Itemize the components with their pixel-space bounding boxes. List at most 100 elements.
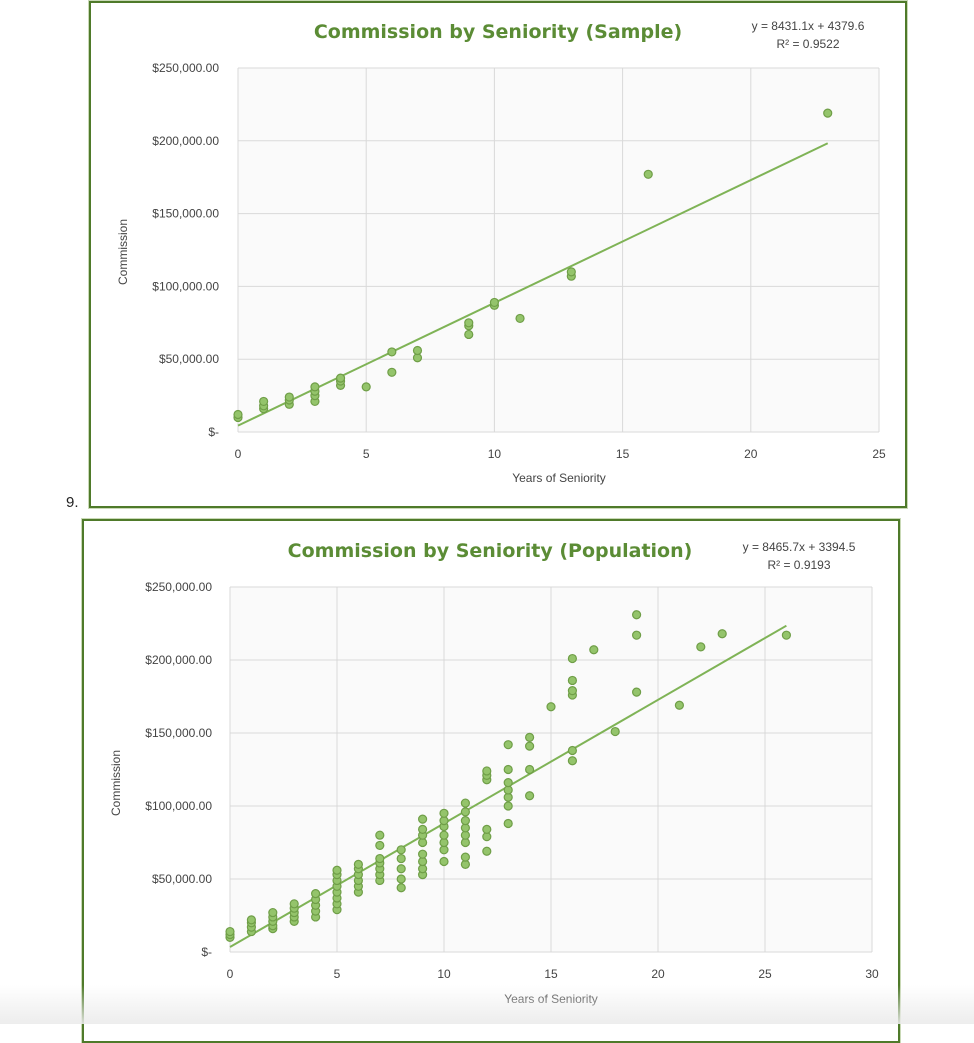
- data-point: [546, 702, 556, 712]
- x-tick-label: 20: [744, 447, 758, 461]
- data-point: [396, 874, 406, 884]
- data-point: [674, 700, 685, 710]
- data-point: [464, 318, 474, 328]
- x-tick-label: 20: [651, 967, 665, 981]
- data-point: [525, 764, 535, 775]
- x-tick-label: 5: [334, 967, 341, 981]
- y-tick-label: $100,000.00: [152, 279, 219, 293]
- y-tick-label: $200,000.00: [152, 134, 219, 148]
- data-point: [464, 329, 474, 340]
- data-point: [311, 889, 321, 899]
- x-axis-label: Years of Seniority: [512, 471, 606, 485]
- data-point: [696, 642, 706, 652]
- data-point: [335, 373, 346, 383]
- gridlines: [229, 586, 873, 953]
- y-axis-label: Commission: [109, 750, 123, 816]
- data-point: [610, 726, 620, 737]
- x-axis-label: Years of Seniority: [504, 992, 598, 1006]
- data-point: [246, 915, 256, 925]
- y-tick-label: $250,000.00: [145, 580, 212, 594]
- x-tick-label: 25: [872, 447, 886, 461]
- data-point: [353, 859, 363, 869]
- chart-title: Commission by Seniority (Population): [288, 540, 693, 562]
- x-tick-label: 0: [227, 967, 234, 981]
- data-point: [418, 824, 428, 834]
- data-point: [387, 367, 397, 377]
- data-point: [489, 297, 499, 308]
- data-point: [631, 630, 642, 640]
- data-point: [631, 687, 642, 697]
- y-tick-label: $50,000.00: [159, 352, 219, 366]
- y-tick-label: $150,000.00: [152, 207, 219, 221]
- data-points: [233, 108, 833, 423]
- data-point: [418, 849, 428, 859]
- data-point: [525, 791, 535, 801]
- data-point: [439, 808, 449, 818]
- chart-sample: $- $50,000.00 $100,000.00 $150,000.00 $200,0…: [89, 1, 907, 508]
- x-tick-label: 10: [488, 447, 502, 461]
- y-tick-label: $250,000.00: [152, 61, 219, 75]
- data-point: [823, 108, 833, 118]
- data-point: [361, 382, 371, 392]
- data-point: [396, 883, 406, 893]
- y-tick-labels: $- $50,000.00 $100,000.00 $150,000.00 $200,0…: [145, 580, 212, 959]
- data-point: [439, 856, 449, 867]
- x-tick-label: 0: [235, 447, 242, 461]
- x-tick-label: 5: [363, 447, 370, 461]
- y-tick-label: $100,000.00: [145, 799, 212, 813]
- trend-equation: y = 8465.7x + 3394.5: [743, 540, 856, 554]
- data-point: [567, 745, 577, 756]
- data-point: [268, 907, 278, 918]
- data-point: [332, 865, 342, 875]
- trend-equation: y = 8431.1x + 4379.6: [752, 19, 865, 33]
- data-point: [460, 807, 470, 817]
- data-point: [717, 629, 727, 639]
- data-point: [631, 610, 642, 620]
- x-tick-labels: 0 5 10 15 20 25 30: [227, 967, 879, 981]
- chart-sample-svg: $- $50,000.00 $100,000.00 $150,000.00 $200,0…: [116, 19, 886, 485]
- data-point: [567, 653, 577, 664]
- data-point: [375, 853, 385, 864]
- data-point: [567, 675, 577, 686]
- data-point: [259, 396, 269, 407]
- data-point: [503, 818, 513, 829]
- data-point: [396, 853, 406, 864]
- data-point: [643, 169, 653, 179]
- data-point: [566, 267, 576, 277]
- y-tick-label: $150,000.00: [145, 726, 212, 740]
- data-point: [482, 766, 492, 776]
- data-point: [503, 778, 513, 788]
- data-point: [460, 816, 470, 826]
- data-point: [503, 801, 513, 811]
- r-squared: R² = 0.9522: [776, 37, 839, 51]
- data-point: [567, 686, 577, 696]
- data-point: [525, 741, 535, 751]
- gridlines: [237, 67, 880, 433]
- x-tick-label: 30: [865, 967, 879, 981]
- data-point: [310, 382, 320, 392]
- data-point: [439, 830, 449, 840]
- data-points: [225, 610, 792, 942]
- question-number: 9.: [66, 494, 79, 511]
- chart-population-svg: $- $50,000.00 $100,000.00 $150,000.00 $200,0…: [109, 540, 879, 1006]
- data-point: [396, 845, 406, 855]
- y-tick-label: $-: [208, 425, 219, 439]
- data-point: [781, 630, 792, 640]
- data-point: [284, 392, 294, 402]
- data-point: [525, 732, 535, 742]
- data-point: [460, 798, 470, 808]
- x-tick-label: 10: [437, 967, 451, 981]
- data-point: [482, 846, 492, 856]
- data-point: [225, 926, 235, 937]
- data-point: [375, 840, 385, 851]
- data-point: [375, 830, 385, 840]
- y-tick-labels: $- $50,000.00 $100,000.00 $150,000.00 $200,0…: [152, 61, 219, 439]
- x-tick-label: 15: [616, 447, 630, 461]
- data-point: [233, 409, 243, 420]
- data-point: [567, 756, 577, 766]
- y-tick-label: $200,000.00: [145, 653, 212, 667]
- data-point: [396, 864, 406, 874]
- chart-population: $- $50,000.00 $100,000.00 $150,000.00 $200,0…: [82, 519, 900, 1043]
- data-point: [503, 764, 513, 775]
- y-axis-label: Commission: [116, 219, 130, 285]
